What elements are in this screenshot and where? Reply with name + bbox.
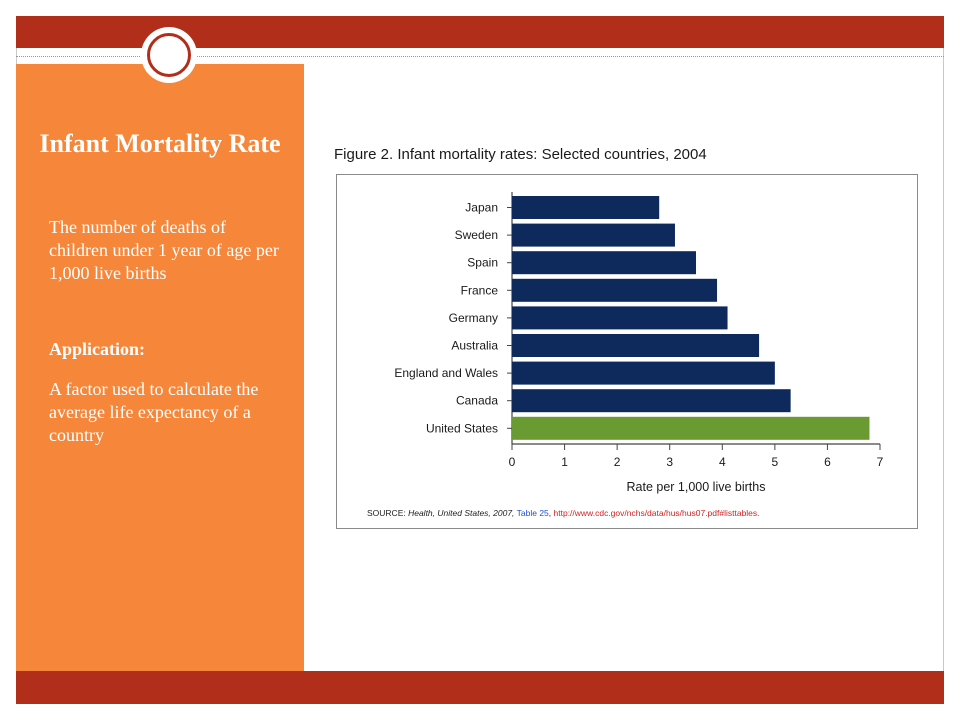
- figure-title: Figure 2. Infant mortality rates: Select…: [334, 146, 707, 163]
- category-label: France: [461, 283, 499, 297]
- definition-text: The number of deaths of children under 1…: [49, 217, 279, 283]
- emblem-ring: [147, 33, 191, 77]
- x-axis-label: Rate per 1,000 live births: [627, 480, 766, 494]
- bar-france: [512, 278, 718, 302]
- x-tick-label: 1: [561, 455, 568, 469]
- dotted-divider: [16, 56, 944, 57]
- bar-australia: [512, 334, 760, 357]
- source-publication: Health, United States, 2007,: [408, 508, 515, 518]
- source-table-link[interactable]: Table 25: [516, 508, 549, 518]
- category-label: United States: [426, 421, 498, 435]
- application-label: Application:: [49, 339, 146, 359]
- slide-title: Infant Mortality Rate: [39, 129, 281, 158]
- x-tick-label: 3: [666, 455, 673, 469]
- application-text: A factor used to calculate the average l…: [49, 379, 259, 445]
- circle-emblem-icon: [141, 27, 197, 83]
- x-tick-label: 6: [824, 455, 831, 469]
- category-label: Canada: [456, 394, 498, 408]
- x-tick-label: 4: [719, 455, 726, 469]
- x-tick-label: 7: [877, 455, 884, 469]
- category-label: Australia: [451, 339, 498, 353]
- bar-chart: Japan Sweden Spain France Germany Australia En…: [394, 192, 884, 494]
- left-panel: [16, 64, 304, 671]
- bar-united-states: [512, 416, 870, 440]
- bar-japan: [512, 196, 660, 219]
- category-label: Japan: [465, 201, 498, 215]
- x-tick-label: 5: [772, 455, 779, 469]
- bar-spain: [512, 251, 696, 275]
- bottom-accent-band: [16, 671, 944, 704]
- bar-england-and-wales: [512, 361, 775, 385]
- category-label: Spain: [467, 256, 498, 270]
- bar-sweden: [512, 223, 675, 247]
- category-label: England and Wales: [394, 366, 498, 380]
- category-label: Sweden: [455, 228, 498, 242]
- source-note: SOURCE: Health, United States, 2007, Tab…: [367, 508, 760, 518]
- category-label: Germany: [449, 311, 498, 325]
- bar-canada: [512, 389, 791, 413]
- x-tick-label: 2: [614, 455, 621, 469]
- bar-germany: [512, 306, 728, 330]
- x-tick-label: 0: [509, 455, 516, 469]
- source-url-link[interactable]: http://www.cdc.gov/nchs/data/hus/hus07.p…: [553, 508, 760, 518]
- source-prefix: SOURCE:: [367, 508, 409, 518]
